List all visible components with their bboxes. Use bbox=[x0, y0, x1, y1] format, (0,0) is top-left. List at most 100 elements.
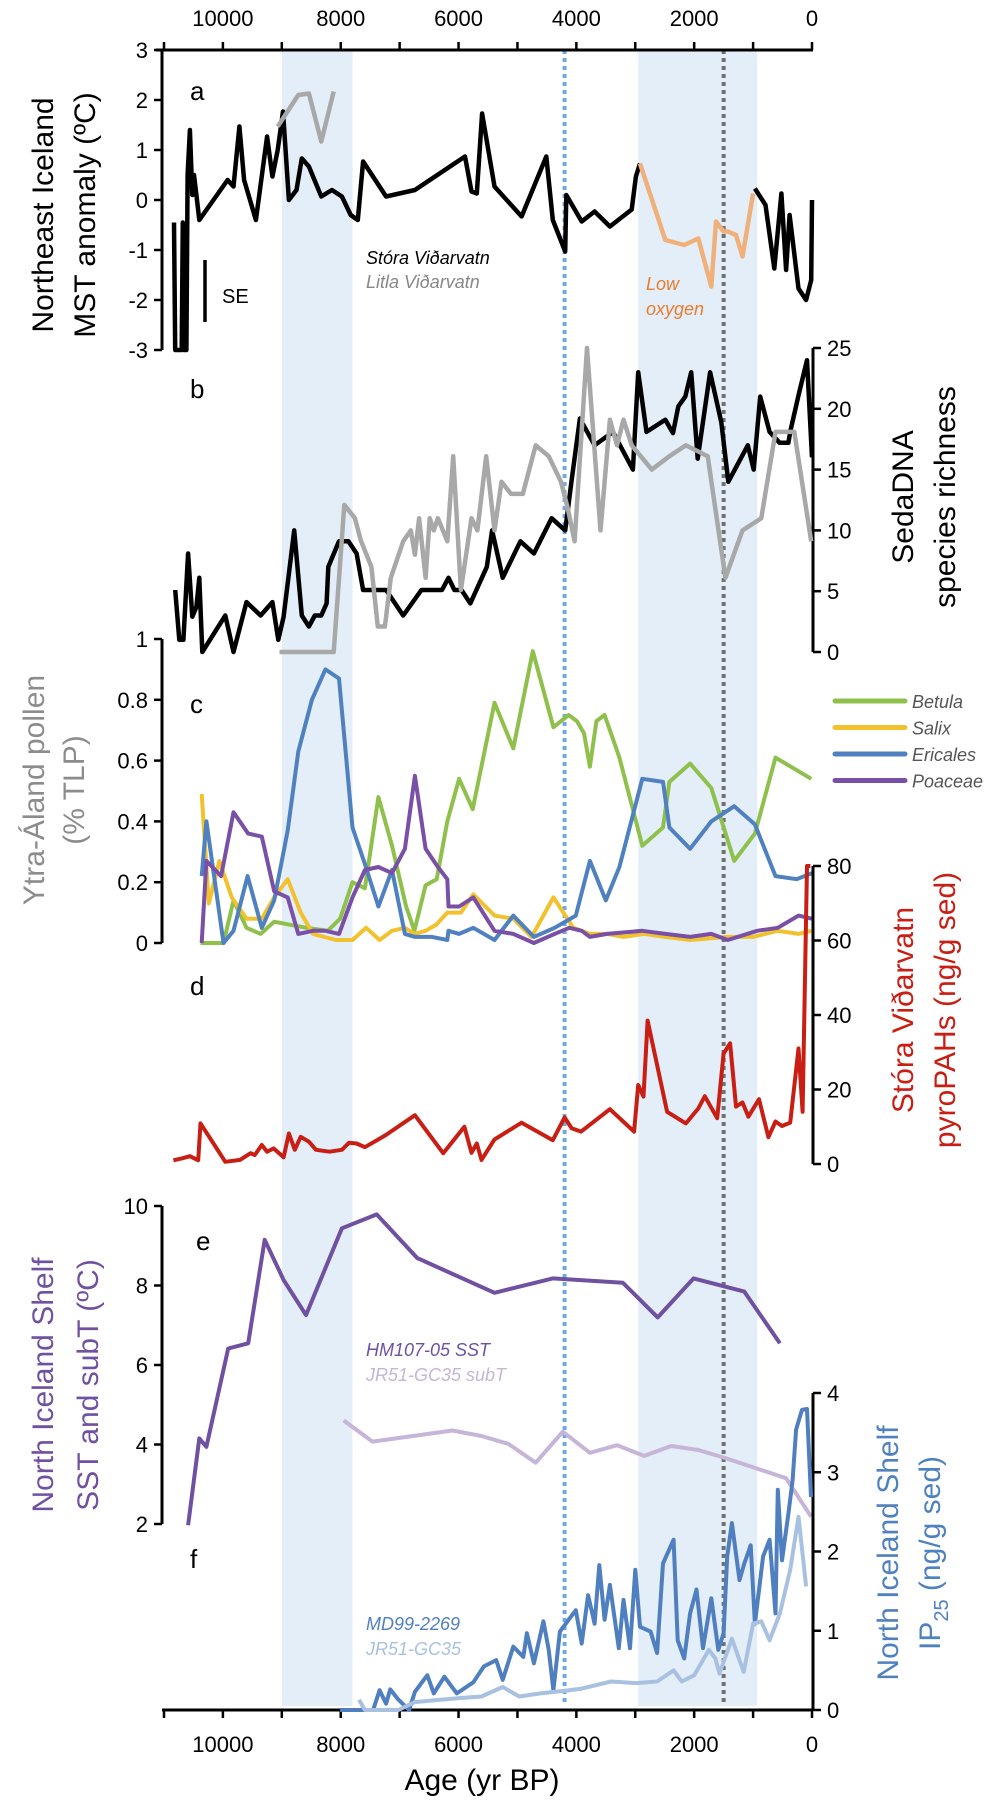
y-tick-label: 5 bbox=[827, 579, 839, 604]
y-axis-title-line2: MST anomaly (ºC) bbox=[69, 92, 102, 337]
bottom-x-tick-label: 6000 bbox=[434, 1732, 483, 1757]
y-tick-label: 40 bbox=[827, 1003, 851, 1028]
y-tick-label: 8 bbox=[136, 1274, 148, 1299]
series-line-b-0 bbox=[172, 357, 815, 655]
y-tick-label: 0 bbox=[827, 1152, 839, 1177]
annotation-label: Litla Viðarvatn bbox=[366, 272, 480, 292]
y-axis-title-line1: Ytra-Áland pollen bbox=[18, 675, 51, 905]
bottom-x-tick-label: 4000 bbox=[552, 1732, 601, 1757]
bottom-x-tick-label: 0 bbox=[806, 1732, 818, 1757]
series-label: MD99-2269 bbox=[366, 1614, 460, 1634]
series-label: JR51-GC35 subT bbox=[365, 1365, 508, 1385]
y-axis-title-line2: (% TLP) bbox=[58, 735, 91, 844]
panel-letter: e bbox=[196, 1226, 210, 1256]
y-axis-title-line1: SedaDNA bbox=[887, 430, 920, 563]
y-tick-label: 20 bbox=[827, 397, 851, 422]
bottom-x-tick-label: 2000 bbox=[670, 1732, 719, 1757]
series-line-d-0 bbox=[172, 864, 811, 1164]
y-tick-label: 0 bbox=[827, 640, 839, 665]
y-tick-label: 0.8 bbox=[117, 688, 148, 713]
series-line-e-0 bbox=[186, 1212, 782, 1526]
y-axis-title-part: IP bbox=[914, 1622, 947, 1650]
y-tick-label: 20 bbox=[827, 1078, 851, 1103]
series-line-b-1 bbox=[279, 345, 814, 655]
y-axis-title-line2: IP25 (ng/g sed) bbox=[914, 1456, 953, 1650]
y-axis-title-line2: pyroPAHs (ng/g sed) bbox=[929, 872, 962, 1148]
top-x-tick-label: 10000 bbox=[192, 6, 253, 31]
y-tick-label: 0 bbox=[136, 188, 148, 213]
y-axis-title-line1: Stóra Viðarvatn bbox=[887, 907, 920, 1113]
y-tick-label: 15 bbox=[827, 458, 851, 483]
series-line-f-1 bbox=[357, 1514, 809, 1712]
series-label: JR51-GC35 bbox=[365, 1639, 462, 1659]
legend-label: Ericales bbox=[912, 745, 976, 765]
y-tick-label: 10 bbox=[124, 1194, 148, 1219]
series-line-a-3 bbox=[275, 90, 336, 144]
series-line-e-1 bbox=[342, 1418, 813, 1518]
annotation-label: SE bbox=[222, 286, 249, 308]
y-axis-title-part: (ng/g sed) bbox=[914, 1456, 947, 1599]
panel-letter: a bbox=[190, 76, 205, 106]
y-tick-label: -3 bbox=[128, 338, 148, 363]
y-axis-title-subscript: 25 bbox=[931, 1599, 953, 1621]
panel-letter: c bbox=[190, 689, 203, 719]
y-tick-label: 0.4 bbox=[117, 809, 148, 834]
panel-d: 80 60 40 20 0 d Stóra Viðarvatn pyroPAHs (ng/g … bbox=[172, 854, 962, 1177]
y-tick-label: -2 bbox=[128, 288, 148, 313]
y-axis-title-line2: SST and subT (ºC) bbox=[72, 1259, 105, 1511]
y-tick-label: 2 bbox=[136, 1512, 148, 1537]
top-x-tick-label: 4000 bbox=[552, 6, 601, 31]
y-axis-title-line1: North Iceland Shelf bbox=[872, 1425, 905, 1681]
y-tick-label: 3 bbox=[827, 1460, 839, 1485]
panel-e: 10 8 6 4 2 e North Iceland Shelf SST and subT (… bbox=[27, 1194, 813, 1537]
panel-letter: d bbox=[190, 971, 204, 1001]
series-line-c-0 bbox=[200, 649, 813, 945]
panel-a: 3 2 1 0 -1 -2 -3 a Northeast Iceland MST anomaly … bbox=[27, 38, 815, 363]
panel-letter: b bbox=[190, 374, 204, 404]
shaded-interval bbox=[281, 50, 353, 1706]
legend-label: Salix bbox=[912, 719, 952, 739]
y-axis-title-line2: species richness bbox=[929, 386, 962, 608]
y-axis-title-line1: Northeast Iceland bbox=[27, 97, 60, 332]
series-label: HM107-05 SST bbox=[366, 1340, 492, 1360]
bottom-x-tick-label: 8000 bbox=[316, 1732, 365, 1757]
series-line-c-3 bbox=[199, 773, 813, 945]
x-axis-title: Age (yr BP) bbox=[404, 1764, 559, 1797]
y-tick-label: 4 bbox=[136, 1433, 148, 1458]
y-tick-label: 3 bbox=[136, 38, 148, 63]
panel-c: 1 0.8 0.6 0.4 0.2 0 c Ytra-Áland pollen (% TLP) B… bbox=[18, 627, 983, 956]
series-line-c-2 bbox=[199, 667, 813, 945]
shaded-interval bbox=[638, 50, 758, 1706]
y-tick-label: 1 bbox=[136, 138, 148, 163]
y-tick-label: 1 bbox=[827, 1619, 839, 1644]
top-x-tick-label: 0 bbox=[806, 6, 818, 31]
annotation-label: Low bbox=[646, 274, 680, 294]
series-line-a-2 bbox=[753, 187, 815, 303]
y-tick-label: 4 bbox=[827, 1381, 839, 1406]
y-tick-label: -1 bbox=[128, 238, 148, 263]
y-tick-label: 25 bbox=[827, 336, 851, 361]
top-x-tick-label: 6000 bbox=[434, 6, 483, 31]
y-tick-label: 0 bbox=[827, 1698, 839, 1723]
top-x-tick-label: 2000 bbox=[670, 6, 719, 31]
legend-label: Poaceae bbox=[912, 772, 983, 792]
series-line-f-0 bbox=[340, 1407, 813, 1712]
top-x-tick-label: 8000 bbox=[316, 6, 365, 31]
panel-b: 25 20 15 10 5 0 b SedaDNA species richness bbox=[172, 336, 962, 665]
legend-label: Betula bbox=[912, 692, 963, 712]
annotation-label: Stóra Viðarvatn bbox=[366, 248, 490, 268]
y-tick-label: 2 bbox=[827, 1540, 839, 1565]
series-line-a-1 bbox=[637, 162, 756, 289]
y-tick-label: 6 bbox=[136, 1353, 148, 1378]
panel-letter: f bbox=[190, 1544, 198, 1574]
y-tick-label: 60 bbox=[827, 929, 851, 954]
y-tick-label: 0 bbox=[136, 931, 148, 956]
y-tick-label: 80 bbox=[827, 854, 851, 879]
panel-f: 4 3 2 1 0 f North Iceland Shelf IP25 (ng/g sed)… bbox=[190, 1381, 953, 1723]
series-line-a-0 bbox=[171, 109, 643, 353]
annotation-label: oxygen bbox=[646, 299, 704, 319]
bottom-x-tick-label: 10000 bbox=[192, 1732, 253, 1757]
y-tick-label: 2 bbox=[136, 88, 148, 113]
y-tick-label: 0.2 bbox=[117, 870, 148, 895]
